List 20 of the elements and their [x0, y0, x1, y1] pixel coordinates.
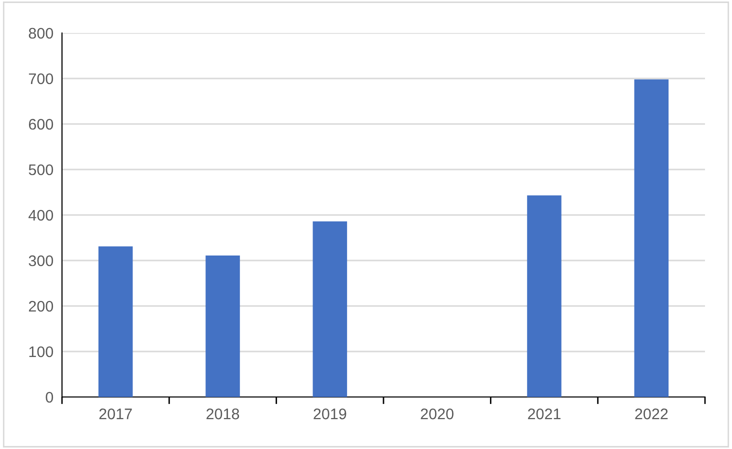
- y-tick-label: 700: [28, 73, 54, 84]
- bar: [634, 79, 669, 397]
- bar: [98, 246, 133, 397]
- y-tick-label: 0: [46, 392, 54, 403]
- y-tick-label: 800: [28, 28, 54, 39]
- bar: [206, 255, 240, 397]
- bar: [527, 195, 562, 397]
- y-tick-label: 200: [28, 300, 54, 312]
- y-tick-label: 300: [28, 255, 54, 266]
- x-tick-label: 2022: [635, 408, 668, 420]
- x-tick-label: 2021: [528, 408, 560, 420]
- y-tick-label: 500: [28, 164, 54, 176]
- y-tick-label: 400: [28, 210, 54, 221]
- x-tick-label: 2018: [206, 408, 240, 420]
- y-tick-label: 600: [28, 118, 54, 130]
- x-tick-label: 2020: [420, 408, 454, 420]
- x-tick-label: 2017: [99, 408, 132, 420]
- x-tick-label: 2019: [314, 408, 346, 420]
- y-tick-label: 100: [29, 346, 54, 358]
- bar: [312, 221, 348, 397]
